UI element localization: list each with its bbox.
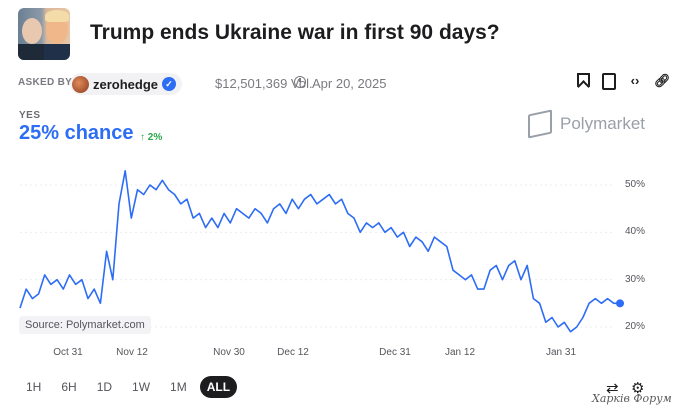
series-line	[19, 170, 620, 333]
link-icon: 🔗︎	[654, 73, 671, 88]
range-1h[interactable]: 1H	[26, 380, 42, 394]
x-tick-label: Nov 30	[213, 347, 245, 358]
y-tick-label: 50%	[625, 179, 646, 190]
range-6h[interactable]: 6H	[61, 380, 77, 394]
settings-icon: ⚙	[631, 380, 645, 397]
x-tick-label: Nov 12	[116, 347, 148, 358]
brand-name: Polymarket	[560, 114, 646, 133]
swap-icon: ⇄	[606, 380, 619, 397]
y-tick-label: 30%	[625, 273, 646, 285]
y-tick-label: 20%	[625, 321, 646, 332]
range-all[interactable]: ALL	[199, 376, 238, 398]
document-icon	[602, 73, 616, 90]
bookmark-button[interactable]	[576, 73, 590, 89]
range-1d[interactable]: 1D	[96, 380, 113, 394]
price-chart[interactable]	[0, 160, 680, 345]
market-actions: ‹› 🔗︎	[576, 73, 671, 90]
bookmark-icon	[576, 73, 590, 87]
y-tick-label: 40%	[625, 226, 646, 238]
settings-button[interactable]: ⚙	[631, 379, 644, 397]
user-chip[interactable]: zerohedge ✓	[70, 73, 183, 95]
username: zerohedge	[93, 76, 159, 92]
embed-icon: ‹›	[630, 73, 640, 88]
time-range-selector: 1H 6H 1D 1W 1M ALL	[19, 376, 238, 398]
current-value-point	[616, 299, 624, 308]
document-button[interactable]	[602, 73, 616, 90]
asked-by-label: ASKED BY	[18, 77, 73, 88]
chart-source: Source: Polymarket.com	[19, 316, 151, 334]
range-1w[interactable]: 1W	[132, 380, 151, 394]
market-title: Trump ends Ukraine war in first 90 days?	[90, 21, 500, 44]
polymarket-brand: Polymarket	[528, 109, 646, 139]
x-tick-label: Oct 31	[53, 347, 83, 358]
polymarket-logo-icon	[528, 109, 552, 139]
market-image[interactable]	[18, 8, 70, 60]
volume: $12,501,369 Vol.	[215, 76, 313, 91]
market-header: Trump ends Ukraine war in first 90 days?	[18, 8, 668, 60]
x-tick-label: Jan 12	[444, 347, 476, 358]
avatar	[72, 75, 89, 93]
outcome-label: YES	[19, 110, 41, 121]
outcome-chance: 25% chance	[19, 122, 134, 144]
x-tick-label: Jan 31	[545, 347, 577, 358]
market-meta: ASKED BY zerohedge ✓ $12,501,369 Vol. Ap…	[18, 73, 671, 95]
verified-icon: ✓	[162, 77, 177, 91]
embed-button[interactable]: ‹›	[628, 73, 642, 89]
chance-change: ↑ 2%	[140, 132, 163, 143]
swap-button[interactable]: ⇄	[606, 379, 619, 397]
x-tick-label: Dec 12	[277, 347, 309, 358]
clock-icon	[294, 76, 306, 88]
end-date: Apr 20, 2025	[312, 76, 387, 91]
watermark: Харків Форум	[592, 392, 672, 405]
x-tick-label: Dec 31	[379, 347, 411, 358]
link-button[interactable]: 🔗︎	[654, 73, 671, 89]
range-1m[interactable]: 1M	[170, 380, 187, 394]
